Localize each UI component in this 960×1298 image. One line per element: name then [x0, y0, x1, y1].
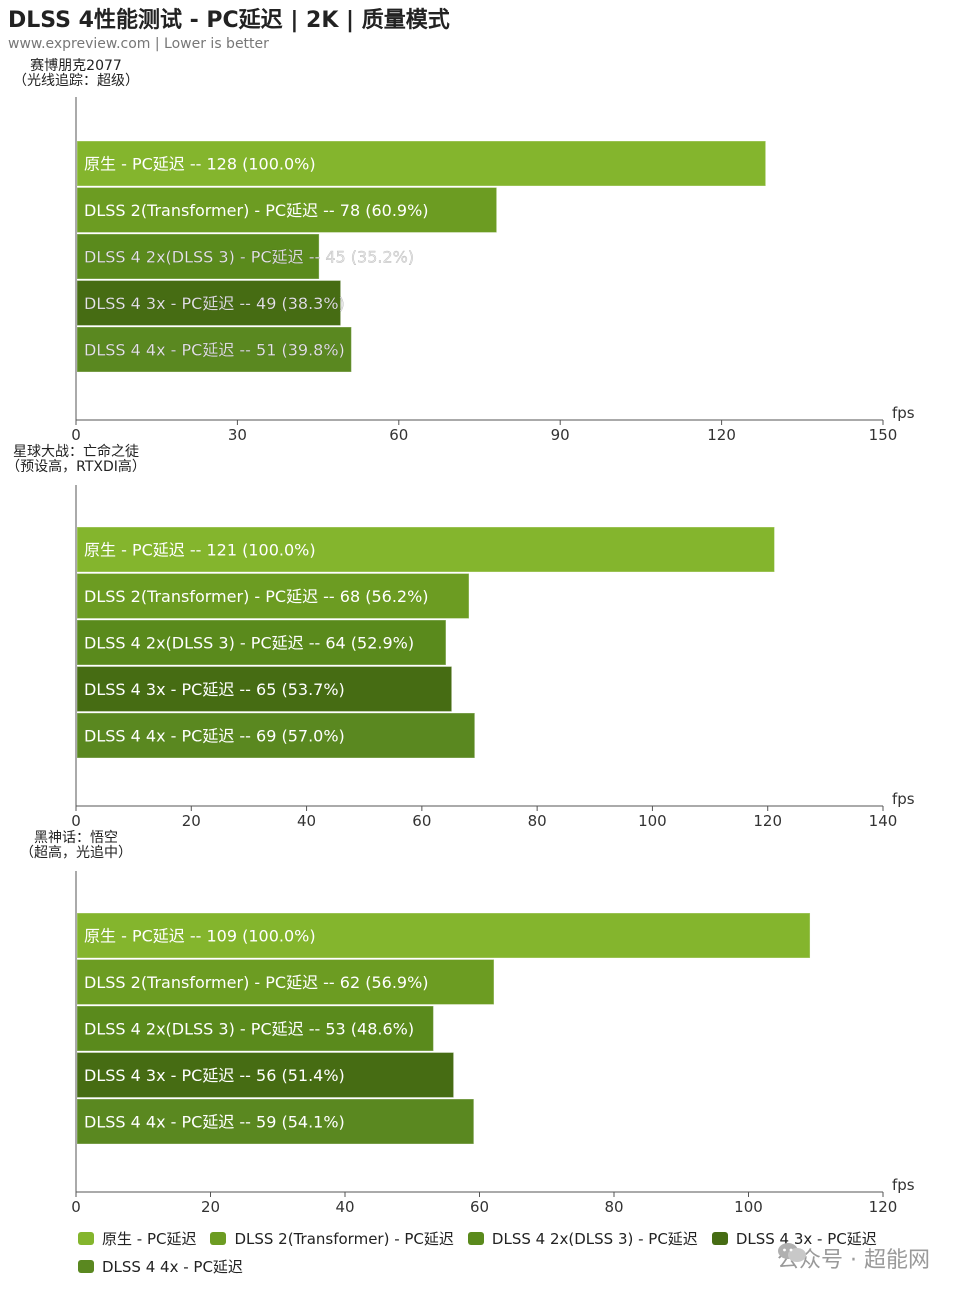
x-axis-unit: fps	[892, 404, 915, 422]
x-tick-label: 100	[638, 812, 667, 830]
bar	[76, 233, 320, 280]
bar	[76, 712, 476, 759]
legend-item: 原生 - PC延迟	[78, 1224, 196, 1252]
bar-label: DLSS 4 4x - PC延迟 -- 69 (57.0%)	[84, 727, 345, 746]
legend-item: DLSS 4 2x(DLSS 3) - PC延迟	[467, 1224, 698, 1252]
bar	[76, 140, 767, 187]
legend-label: DLSS 4 3x - PC延迟	[735, 1229, 877, 1248]
x-tick-label: 120	[869, 1198, 898, 1216]
legend-swatch	[467, 1231, 484, 1245]
group-label-sub: （光线追踪：超级）	[13, 73, 139, 89]
x-tick-label: 140	[869, 812, 898, 830]
group-label-sub: （超高，光追中）	[20, 844, 132, 861]
legend-item: DLSS 2(Transformer) - PC延迟	[210, 1224, 454, 1252]
bar	[76, 1005, 434, 1052]
bar	[76, 526, 775, 573]
bar	[76, 280, 342, 326]
bar-label: 原生 - PC延迟 -- 128 (100.0%)	[84, 155, 316, 174]
legend-label: DLSS 4 4x - PC延迟	[102, 1257, 243, 1276]
x-tick-label: 120	[753, 812, 782, 830]
group-label: 黑神话：悟空	[34, 830, 118, 846]
bar-label: DLSS 4 3x - PC延迟 -- 65 (53.7%)	[84, 680, 345, 699]
x-tick-label: 30	[228, 426, 247, 444]
legend-label: 原生 - PC延迟	[102, 1229, 197, 1248]
bar-label: DLSS 4 3x - PC延迟 -- 56 (51.4%)	[84, 1066, 345, 1085]
bar-label: 原生 - PC延迟 -- 121 (100.0%)	[84, 541, 316, 560]
legend-item: DLSS 4 3x - PC延迟	[711, 1224, 877, 1252]
bar-label: DLSS 2(Transformer) - PC延迟 -- 78 (60.9%)	[84, 201, 429, 220]
group-label: 星球大战：亡命之徒	[13, 443, 139, 460]
x-tick-label: 0	[71, 812, 81, 830]
x-tick-label: 0	[71, 426, 81, 444]
group-label-sub: （预设高，RTXDI高）	[6, 458, 146, 475]
bar-chart-panels: 赛博朋克2077（光线追踪：超级） 0 30 60 90 120 150 fps 原生 - PC…	[6, 57, 915, 1216]
x-axis-unit: fps	[892, 1176, 915, 1194]
x-tick-label: 80	[604, 1198, 623, 1216]
bar-label: DLSS 4 4x - PC延迟 -- 51 (39.8%)	[84, 341, 345, 360]
chart-legend: 原生 - PC延迟 DLSS 2(Transformer) - PC延迟 DLSS …	[78, 1224, 898, 1280]
legend-swatch	[78, 1259, 94, 1273]
legend-swatch	[711, 1231, 728, 1245]
x-tick-label: 100	[734, 1198, 763, 1216]
x-axis-unit: fps	[892, 790, 915, 808]
x-tick-label: 60	[470, 1198, 489, 1216]
bar	[76, 187, 498, 233]
bar	[76, 573, 470, 619]
legend-label: DLSS 2(Transformer) - PC延迟	[234, 1229, 454, 1248]
legend-swatch	[78, 1231, 94, 1245]
x-tick-label: 90	[551, 426, 570, 444]
x-tick-label: 20	[201, 1198, 220, 1216]
bar-label: DLSS 2(Transformer) - PC延迟 -- 62 (56.9%)	[84, 973, 429, 992]
bar-label: DLSS 4 4x - PC延迟 -- 59 (54.1%)	[84, 1113, 345, 1132]
x-tick-label: 0	[71, 1198, 81, 1216]
x-tick-label: 40	[297, 812, 316, 830]
bar	[76, 912, 811, 959]
x-tick-label: 80	[528, 812, 547, 830]
bar-label: 原生 - PC延迟 -- 109 (100.0%)	[84, 927, 316, 946]
x-tick-label: 40	[335, 1198, 354, 1216]
x-tick-label: 60	[412, 812, 431, 830]
legend-swatch	[210, 1231, 227, 1245]
legend-item: DLSS 4 4x - PC延迟	[78, 1252, 243, 1280]
bar	[76, 1098, 475, 1145]
group-label: 赛博朋克2077	[30, 57, 122, 74]
chart-subtitle: www.expreview.com | Lower is better	[8, 36, 269, 52]
bar	[76, 326, 352, 373]
wechat-icon	[778, 1243, 807, 1262]
legend-label: DLSS 4 2x(DLSS 3) - PC延迟	[491, 1229, 698, 1248]
bar-label: DLSS 4 3x - PC延迟 -- 49 (38.3%)	[84, 294, 345, 313]
watermark: 公众号 · 超能网	[777, 1242, 930, 1274]
bar	[76, 666, 453, 712]
bar-label: DLSS 4 2x(DLSS 3) - PC延迟 -- 45 (35.2%)	[84, 248, 414, 267]
x-tick-label: 60	[389, 426, 408, 444]
bar	[76, 1052, 455, 1098]
bar-label: DLSS 4 2x(DLSS 3) - PC延迟 -- 64 (52.9%)	[84, 634, 414, 653]
bar	[76, 619, 447, 666]
bar	[76, 959, 495, 1005]
x-tick-label: 120	[707, 426, 736, 444]
bar-label: DLSS 4 2x(DLSS 3) - PC延迟 -- 53 (48.6%)	[84, 1020, 414, 1039]
chart-title: DLSS 4性能测试 - PC延迟 | 2K | 质量模式	[8, 8, 450, 33]
bar-label: DLSS 2(Transformer) - PC延迟 -- 68 (56.2%)	[84, 587, 429, 606]
x-tick-label: 20	[182, 812, 201, 830]
x-tick-label: 150	[869, 426, 898, 444]
